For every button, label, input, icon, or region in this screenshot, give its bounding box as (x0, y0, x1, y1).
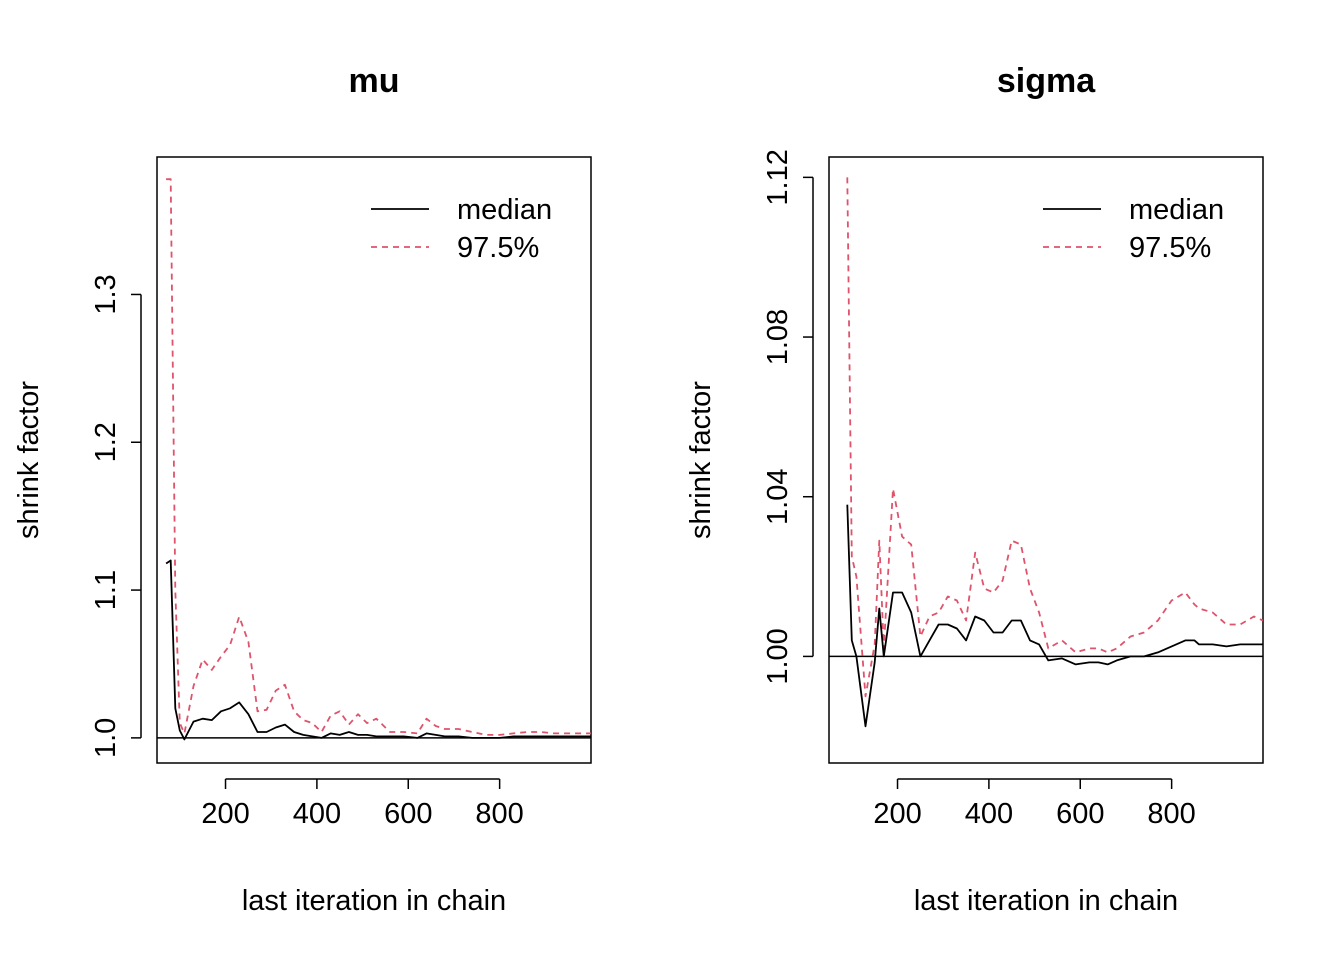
x-tick-label-mu: 800 (475, 798, 523, 830)
y-tick-label-sigma: 1.00 (762, 628, 794, 684)
y-tick-label-mu: 1.3 (90, 274, 122, 314)
plot-frame-mu (156, 156, 592, 764)
y-tick-label-mu: 1.2 (90, 422, 122, 462)
plot-content-sigma: 200 400 600 800 1.00 1.04 1.08 1.12 median 97.5% (762, 149, 1263, 830)
series-q975-mu (166, 178, 591, 736)
x-tick-label-sigma: 400 (965, 798, 1013, 830)
x-tick-label-sigma: 800 (1147, 798, 1195, 830)
legend-label-mu: median (457, 194, 552, 226)
chart-title-mu: mu (349, 62, 400, 100)
x-tick-label-sigma: 600 (1056, 798, 1104, 830)
y-tick-label-mu: 1.1 (90, 570, 122, 610)
x-axis-label-mu: last iteration in chain (242, 885, 506, 917)
y-axis-label-mu: shrink factor (13, 381, 45, 539)
panel-sigma: sigma last iteration in chain shrink fac… (685, 62, 1264, 917)
series-median-sigma (846, 504, 1263, 728)
y-tick-label-mu: 1.0 (90, 718, 122, 758)
legend-label-sigma: 97.5% (1129, 232, 1211, 264)
plot-frame-sigma (828, 156, 1264, 764)
y-tick-label-sigma: 1.08 (762, 309, 794, 365)
x-tick-label-mu: 200 (201, 798, 249, 830)
y-axis-label-sigma: shrink factor (685, 381, 717, 539)
x-tick-label-mu: 400 (293, 798, 341, 830)
series-median-mu (165, 559, 591, 741)
x-tick-label-sigma: 200 (873, 798, 921, 830)
y-tick-label-sigma: 1.04 (762, 469, 794, 525)
legend-label-mu: 97.5% (457, 232, 539, 264)
chart-title-sigma: sigma (997, 62, 1096, 100)
y-tick-label-sigma: 1.12 (762, 149, 794, 205)
plot-content-mu: 200 400 600 800 1.0 1.1 1.2 1.3 median 97.5% (90, 178, 591, 830)
legend-label-sigma: median (1129, 194, 1224, 226)
x-tick-label-mu: 600 (384, 798, 432, 830)
panel-mu: mu last iteration in chain shrink factor… (13, 62, 592, 917)
x-axis-label-sigma: last iteration in chain (914, 885, 1178, 917)
